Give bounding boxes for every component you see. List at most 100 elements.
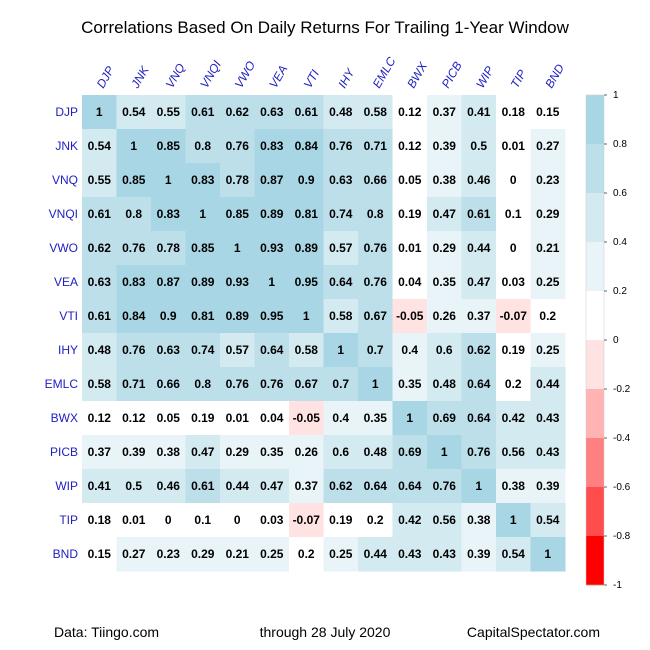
heatmap-value-label: 0.44 xyxy=(467,241,491,255)
heatmap-cell-ihy-bwx xyxy=(392,333,428,368)
heatmap-value-label: 0.12 xyxy=(88,411,112,425)
heatmap-value-label: 0.42 xyxy=(502,411,526,425)
heatmap-value-label: 0.18 xyxy=(502,105,526,119)
column-label-vnq: VNQ xyxy=(163,61,188,91)
heatmap-cell-emlc-tip xyxy=(496,367,531,402)
heatmap-value-label: 0.48 xyxy=(88,343,112,357)
heatmap-cell-tip-wip xyxy=(461,503,497,538)
heatmap-value-label: 0.54 xyxy=(88,139,112,153)
legend-tick-label: -1 xyxy=(613,580,622,591)
heatmap-value-label: 0 xyxy=(510,173,517,187)
heatmap-value-label: 0.76 xyxy=(226,377,250,391)
heatmap-value-label: 1 xyxy=(510,513,517,527)
row-label-vti: VTI xyxy=(59,309,78,323)
heatmap-value-label: 0.76 xyxy=(226,139,250,153)
heatmap-value-label: 0.62 xyxy=(329,479,353,493)
heatmap-value-label: 0.85 xyxy=(157,139,181,153)
heatmap-value-label: 0.64 xyxy=(467,377,491,391)
heatmap-value-label: 0.47 xyxy=(467,275,491,289)
heatmap-cell-vnq-jnk xyxy=(116,163,152,198)
legend-swatch xyxy=(586,536,604,586)
heatmap-cell-ihy-bnd xyxy=(530,333,566,368)
heatmap-cell-picb-vti xyxy=(289,435,324,470)
heatmap-cell-ihy-vti xyxy=(289,333,324,368)
heatmap-cell-bnd-vnq xyxy=(151,537,186,572)
footer-credit: CapitalSpectator.com xyxy=(466,624,600,640)
heatmap-cell-ihy-vnqi xyxy=(185,333,221,368)
heatmap-value-label: 1 xyxy=(475,479,482,493)
heatmap-value-label: 0.39 xyxy=(122,445,146,459)
heatmap-cell-picb-vnq xyxy=(151,435,186,470)
heatmap-cell-emlc-bwx xyxy=(392,367,428,402)
heatmap-cell-bnd-vea xyxy=(254,537,290,572)
legend-tick-label: 1 xyxy=(613,90,619,101)
heatmap-value-label: 0.18 xyxy=(88,513,112,527)
heatmap-value-label: 0.25 xyxy=(536,275,560,289)
heatmap-cell-wip-jnk xyxy=(116,469,152,504)
heatmap-value-label: 0.44 xyxy=(536,377,560,391)
heatmap-cell-vti-ihy xyxy=(323,299,359,334)
row-label-emlc: EMLC xyxy=(45,377,79,391)
heatmap-value-label: 0.85 xyxy=(226,207,250,221)
heatmap-cell-bwx-vwo xyxy=(220,401,255,436)
heatmap-cell-vti-bnd xyxy=(530,299,566,334)
heatmap-value-label: 0.84 xyxy=(295,139,319,153)
heatmap-cell-vnqi-vnq xyxy=(151,197,186,232)
heatmap-value-label: 0.26 xyxy=(433,309,457,323)
chart-title: Correlations Based On Daily Returns For … xyxy=(81,18,569,37)
heatmap-value-label: 0.76 xyxy=(364,275,388,289)
legend-swatch xyxy=(586,487,604,537)
heatmap-cell-emlc-vti xyxy=(289,367,324,402)
heatmap-value-label: 0.48 xyxy=(433,377,457,391)
heatmap-value-label: 0.81 xyxy=(191,309,215,323)
heatmap-cell-bwx-bnd xyxy=(530,401,566,436)
heatmap-value-label: 0.95 xyxy=(260,309,284,323)
heatmap-cell-wip-djp xyxy=(82,469,117,504)
heatmap-cell-djp-vea xyxy=(254,95,290,130)
heatmap-value-label: 0.19 xyxy=(398,207,422,221)
heatmap-cell-vea-djp xyxy=(82,265,117,300)
heatmap-cell-bwx-djp xyxy=(82,401,117,436)
heatmap-cell-vea-wip xyxy=(461,265,497,300)
legend-tick-label: 0.4 xyxy=(613,237,627,248)
heatmap-cell-vea-bnd xyxy=(530,265,566,300)
heatmap-cell-vwo-vti xyxy=(289,231,324,266)
heatmap-value-label: 0.64 xyxy=(398,479,422,493)
heatmap-value-label: 0.74 xyxy=(191,343,215,357)
heatmap-value-label: 1 xyxy=(441,445,448,459)
heatmap-cell-emlc-emlc xyxy=(358,367,393,402)
heatmap-value-label: 0.61 xyxy=(88,309,112,323)
heatmap-cell-ihy-djp xyxy=(82,333,117,368)
heatmap-cell-vwo-jnk xyxy=(116,231,152,266)
heatmap-cell-ihy-wip xyxy=(461,333,497,368)
heatmap-cell-jnk-vti xyxy=(289,129,324,164)
heatmap-cell-wip-vea xyxy=(254,469,290,504)
heatmap-cell-vnqi-emlc xyxy=(358,197,393,232)
heatmap-cell-tip-vea xyxy=(254,503,290,538)
row-label-bnd: BND xyxy=(53,547,79,561)
heatmap-cell-bnd-picb xyxy=(427,537,462,572)
heatmap-value-label: 0.12 xyxy=(122,411,146,425)
heatmap-value-label: 0.2 xyxy=(539,309,556,323)
heatmap-cell-ihy-ihy xyxy=(323,333,359,368)
heatmap-value-label: 0.83 xyxy=(191,173,215,187)
heatmap-value-label: 0.29 xyxy=(433,241,457,255)
heatmap-value-label: 0.56 xyxy=(502,445,526,459)
heatmap-cell-bwx-wip xyxy=(461,401,497,436)
heatmap-cell-vea-vwo xyxy=(220,265,255,300)
heatmap-cell-vnqi-vti xyxy=(289,197,324,232)
heatmap-value-label: 0.38 xyxy=(502,479,526,493)
heatmap-value-label: 1 xyxy=(303,309,310,323)
heatmap-value-label: 0.62 xyxy=(226,105,250,119)
heatmap-cell-bwx-picb xyxy=(427,401,462,436)
heatmap-cell-vnq-vti xyxy=(289,163,324,198)
heatmap-cell-emlc-picb xyxy=(427,367,462,402)
heatmap-value-label: 1 xyxy=(406,411,413,425)
heatmap-value-label: 0.63 xyxy=(88,275,112,289)
heatmap-value-label: 0.58 xyxy=(295,343,319,357)
heatmap-cell-picb-wip xyxy=(461,435,497,470)
heatmap-value-label: 0.69 xyxy=(398,445,422,459)
heatmap-cell-vti-vwo xyxy=(220,299,255,334)
heatmap-cell-jnk-djp xyxy=(82,129,117,164)
heatmap-value-label: -0.07 xyxy=(293,513,321,527)
